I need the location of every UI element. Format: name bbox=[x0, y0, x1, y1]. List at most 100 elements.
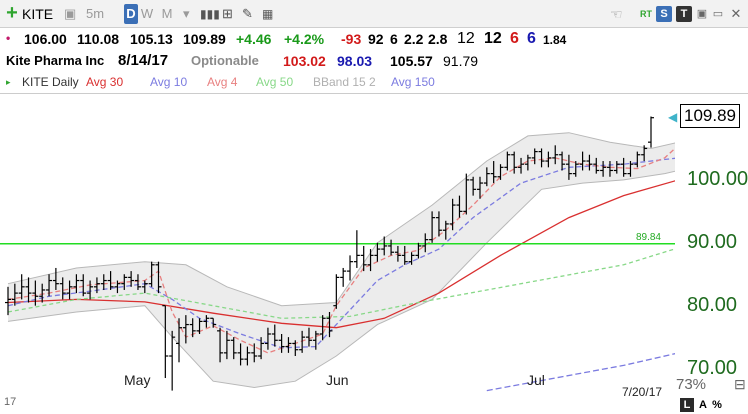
ohlc-bar bbox=[189, 318, 196, 338]
ohlc-bar bbox=[230, 337, 237, 360]
draw-pen-icon[interactable]: ✎ bbox=[242, 6, 253, 21]
ohlc-bar bbox=[388, 239, 395, 256]
ohlc-bar bbox=[442, 220, 449, 240]
metric-2: 92 bbox=[368, 31, 384, 47]
ohlc-bar bbox=[435, 211, 442, 237]
ohlc-bar bbox=[545, 151, 552, 168]
metric-8: 6 bbox=[510, 30, 519, 47]
y-tick-90: 90.00 bbox=[687, 230, 738, 253]
realtime-button[interactable]: RT bbox=[640, 9, 652, 19]
period-weekly[interactable]: W bbox=[140, 6, 154, 21]
collapse-icon[interactable]: ⊟ bbox=[734, 376, 746, 392]
ohlc-bar bbox=[93, 277, 100, 294]
ohlc-bar bbox=[5, 286, 11, 316]
window-icon[interactable]: ▣ bbox=[696, 8, 708, 20]
ohlc-bar bbox=[429, 211, 436, 243]
close-icon[interactable]: ✕ bbox=[730, 6, 742, 21]
info-row: Kite Pharma Inc 8/14/17 Optionable 103.0… bbox=[0, 50, 748, 72]
ohlc-bar bbox=[579, 151, 586, 171]
ohlc-bar bbox=[360, 245, 367, 272]
ohlc-bar bbox=[572, 161, 579, 177]
period-5m[interactable]: 5m bbox=[85, 6, 105, 21]
ohlc-bar bbox=[134, 274, 141, 290]
add-symbol-button[interactable]: + bbox=[6, 2, 18, 24]
ohlc-bar bbox=[381, 236, 388, 256]
add-study-icon[interactable]: ⊞ bbox=[222, 6, 233, 21]
close-value: 109.89 bbox=[183, 31, 226, 47]
ohlc-bar bbox=[148, 261, 155, 287]
ohlc-bar bbox=[394, 245, 401, 262]
ohlc-bar bbox=[641, 145, 648, 162]
legend-avg10[interactable]: Avg 10 bbox=[150, 75, 188, 89]
y-tick-80: 80.00 bbox=[687, 293, 738, 316]
ohlc-bar bbox=[182, 315, 189, 344]
ohlc-bar bbox=[319, 315, 326, 341]
ohlc-bar bbox=[476, 176, 483, 199]
symbol-input[interactable] bbox=[22, 4, 58, 24]
ohlc-bar bbox=[52, 267, 59, 290]
bottom-left-marker: 17 bbox=[4, 396, 17, 408]
period-daily[interactable]: D bbox=[124, 4, 138, 24]
log-button[interactable]: L bbox=[680, 398, 694, 412]
ohlc-bar bbox=[80, 274, 87, 297]
ohlc-bar bbox=[367, 249, 374, 272]
ohlc-bar bbox=[415, 242, 422, 259]
y-tick-70: 70.00 bbox=[687, 356, 738, 379]
ohlc-bar bbox=[244, 346, 251, 366]
ohlc-bar bbox=[169, 330, 176, 391]
ohlc-bar bbox=[524, 154, 531, 171]
ohlc-bar bbox=[223, 330, 230, 360]
ohlc-bar bbox=[128, 271, 135, 287]
ohlc-bar bbox=[340, 267, 347, 287]
back-icon[interactable]: ☜ bbox=[610, 6, 623, 22]
ohlc-bar bbox=[401, 245, 408, 265]
ohlc-bar bbox=[518, 157, 525, 174]
ohlc-bar bbox=[271, 324, 278, 347]
ohlc-bar bbox=[32, 280, 39, 306]
bar-chart-icon[interactable]: ▮▮▮ bbox=[200, 7, 220, 21]
ohlc-bar bbox=[312, 330, 319, 350]
info-value-d: 91.79 bbox=[443, 53, 479, 69]
zoom-percent[interactable]: 73% bbox=[676, 376, 707, 393]
ohlc-bar bbox=[449, 198, 456, 231]
ohlc-bar bbox=[18, 274, 25, 300]
grid-icon[interactable]: ▦ bbox=[262, 7, 274, 21]
legend-bband[interactable]: BBand 15 2 bbox=[313, 75, 376, 89]
ohlc-bar bbox=[333, 274, 340, 309]
print-icon[interactable]: ▣ bbox=[64, 6, 77, 21]
ohlc-bar bbox=[39, 283, 46, 303]
minimize-icon[interactable]: ▭ bbox=[712, 8, 724, 20]
ma-line-avg-150 bbox=[486, 353, 675, 392]
ma-line-avg-50 bbox=[7, 248, 675, 319]
level-line-label: 89.84 bbox=[636, 232, 661, 243]
ohlc-bar bbox=[107, 271, 114, 290]
legend-title[interactable]: KITE Daily bbox=[22, 75, 79, 89]
legend-chevron-icon[interactable]: ▸ bbox=[6, 77, 11, 87]
legend-avg50[interactable]: Avg 50 bbox=[256, 75, 294, 89]
ohlc-bar bbox=[251, 343, 258, 363]
legend-avg30[interactable]: Avg 30 bbox=[86, 75, 124, 89]
ohlc-bar bbox=[408, 252, 415, 265]
y-axis[interactable]: 100.00 90.00 80.00 70.00 bbox=[675, 95, 748, 395]
legend-avg4[interactable]: Avg 4 bbox=[207, 75, 238, 89]
legend-avg150[interactable]: Avg 150 bbox=[391, 75, 435, 89]
ohlc-bar bbox=[422, 233, 429, 253]
info-value-a: 103.02 bbox=[283, 53, 326, 69]
ohlc-bar bbox=[463, 173, 470, 215]
metric-3: 6 bbox=[390, 31, 398, 47]
ohlc-bar bbox=[121, 274, 128, 290]
ma-line-avg-10 bbox=[7, 157, 675, 349]
ohlc-bar bbox=[114, 280, 121, 294]
y-tick-100: 100.00 bbox=[687, 167, 748, 190]
ohlc-bar bbox=[538, 148, 545, 168]
ohlc-bar bbox=[586, 154, 593, 171]
s-button[interactable]: S bbox=[656, 6, 672, 22]
price-chart[interactable]: 89.84 bbox=[0, 95, 675, 395]
period-monthly[interactable]: M bbox=[161, 6, 173, 21]
percent-button[interactable]: % bbox=[712, 399, 722, 411]
ohlc-bar bbox=[305, 327, 312, 347]
auto-button[interactable]: A bbox=[699, 399, 707, 411]
t-button[interactable]: T bbox=[676, 6, 692, 22]
dropdown-icon[interactable]: ▾ bbox=[183, 6, 190, 21]
ohlc-bar bbox=[600, 161, 607, 177]
